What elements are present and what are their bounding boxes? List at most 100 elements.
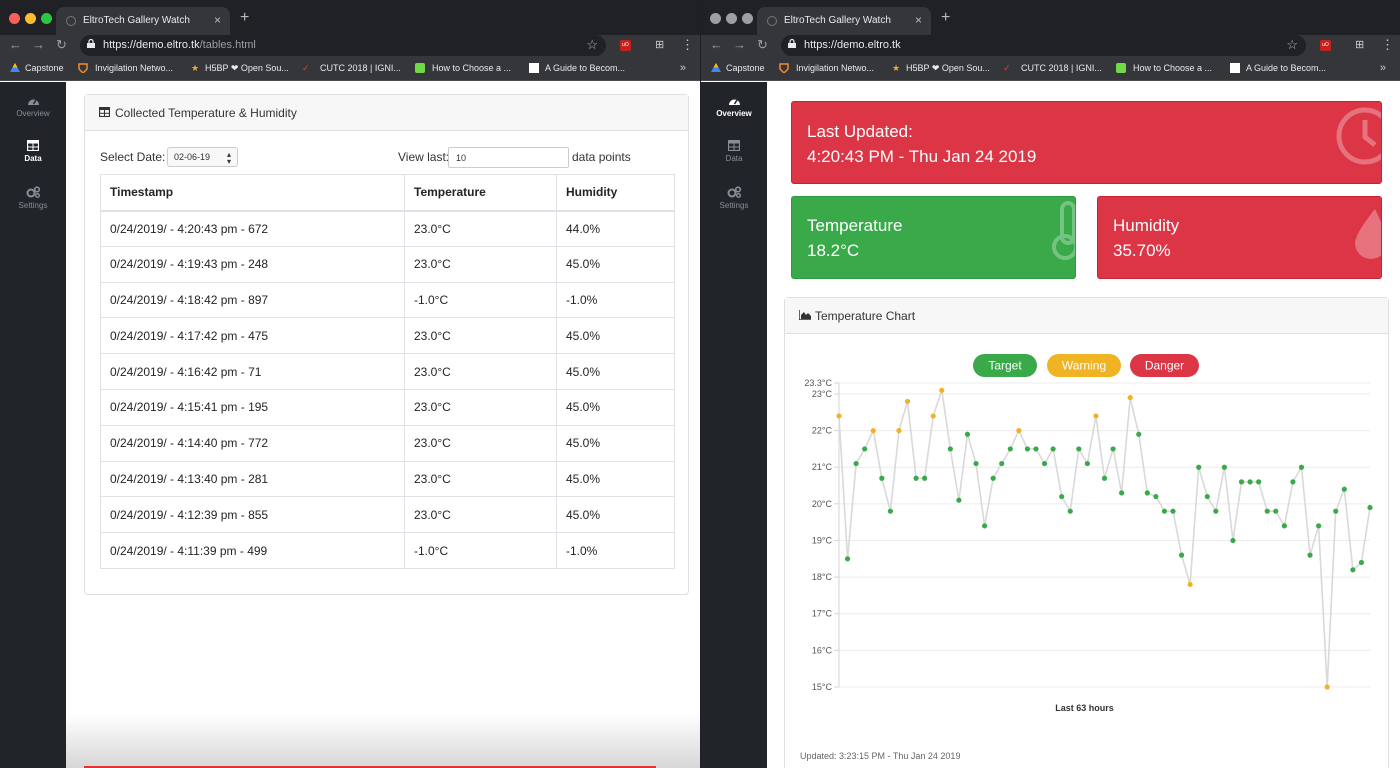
y-tick-label: 19°C <box>812 535 833 545</box>
data-point <box>844 556 851 562</box>
table-row: 0/24/2019/ - 4:19:43 pm - 248 23.0°C 45.0% <box>100 245 675 283</box>
table-icon <box>27 140 39 151</box>
bookmark-star-icon[interactable]: ☆ <box>586 37 598 52</box>
new-tab-icon[interactable]: + <box>240 9 250 26</box>
maximize-window-button[interactable] <box>742 13 753 24</box>
back-icon[interactable]: ← <box>710 37 723 52</box>
back-icon[interactable]: ← <box>9 37 22 52</box>
data-point <box>1153 493 1159 500</box>
menu-dots-icon[interactable]: ⋮ <box>1381 37 1394 52</box>
table-row: 0/24/2019/ - 4:11:39 pm - 499 -1.0°C -1.0% <box>100 532 675 569</box>
data-point <box>1127 395 1133 401</box>
more-bookmarks-icon[interactable]: » <box>1379 62 1386 74</box>
bookmark-cutc[interactable]: CUTC 2018 | IGNI... <box>1021 63 1102 73</box>
data-point <box>853 460 859 467</box>
bookmark-h5bp[interactable]: H5BP ❤ Open Sou... <box>205 63 289 73</box>
bookmark-capstone[interactable]: Capstone <box>726 63 765 73</box>
extension-icon[interactable]: ⊞ <box>655 39 665 51</box>
sidebar-item-settings[interactable]: Settings <box>701 186 767 210</box>
forward-icon[interactable]: → <box>32 37 45 52</box>
cogs-icon <box>26 186 40 198</box>
sidebar-item-settings[interactable]: Settings <box>0 186 66 210</box>
browser-tab[interactable]: EltroTech Gallery Watch × <box>757 7 931 35</box>
ublock-extension-icon[interactable]: uO <box>620 40 631 51</box>
date-select-value: 02-06-19 <box>174 152 211 162</box>
bookmark-invigilation[interactable]: Invigilation Netwo... <box>95 63 174 73</box>
upwork-icon <box>415 63 425 73</box>
timestamp-cell: 0/24/2019/ - 4:19:43 pm - 248 <box>100 245 405 283</box>
sidebar-label: Settings <box>719 201 749 210</box>
date-select[interactable]: 02-06-19 ▴ ▾ <box>167 147 238 167</box>
bookmark-invigilation[interactable]: Invigilation Netwo... <box>796 63 875 73</box>
sidebar-item-overview[interactable]: Overview <box>701 95 767 118</box>
timestamp-cell: 0/24/2019/ - 4:14:40 pm - 772 <box>100 424 405 462</box>
ublock-extension-icon[interactable]: uO <box>1320 40 1331 51</box>
y-tick-label: 20°C <box>812 499 833 509</box>
bookmark-guide[interactable]: A Guide to Becom... <box>545 63 626 73</box>
timestamp-cell: 0/24/2019/ - 4:17:42 pm - 475 <box>100 317 405 355</box>
main-content: Collected Temperature & Humidity Select … <box>66 82 700 768</box>
shield-icon <box>779 63 789 73</box>
minimize-window-button[interactable] <box>25 13 36 24</box>
data-point <box>1084 460 1090 467</box>
view-last-input[interactable]: 10 <box>448 147 569 168</box>
last-updated-card: Last Updated: 4:20:43 PM - Thu Jan 24 20… <box>791 101 1382 184</box>
y-tick-label: 21°C <box>812 462 833 472</box>
data-point <box>1136 431 1142 437</box>
timestamp-cell: 0/24/2019/ - 4:12:39 pm - 855 <box>100 496 405 534</box>
data-point <box>836 413 842 419</box>
chart-card-title: Temperature Chart <box>815 309 916 323</box>
bookmark-h5bp[interactable]: H5BP ❤ Open Sou... <box>906 63 990 73</box>
bookmark-guide[interactable]: A Guide to Becom... <box>1246 63 1327 73</box>
reload-icon[interactable]: ↻ <box>56 37 67 52</box>
clock-icon <box>1336 107 1381 165</box>
address-bar[interactable]: https://demo.eltro.tk ☆ <box>781 35 1306 56</box>
forward-icon[interactable]: → <box>733 37 746 52</box>
table-row: 0/24/2019/ - 4:15:41 pm - 195 23.0°C 45.0% <box>100 388 675 426</box>
browser-toolbar: ← → ↻ https://demo.eltro.tk ☆ uO ⊞ ⋮ <box>701 35 1400 57</box>
minimize-window-button[interactable] <box>726 13 737 24</box>
browser-tab[interactable]: EltroTech Gallery Watch × <box>56 7 230 35</box>
y-tick-label: 16°C <box>812 645 833 655</box>
data-point <box>1324 684 1330 690</box>
sidebar-item-data[interactable]: Data <box>0 140 66 163</box>
menu-dots-icon[interactable]: ⋮ <box>681 37 694 52</box>
sidebar-label: Data <box>24 154 42 163</box>
legend-target-button <box>973 354 1037 377</box>
data-point <box>1110 446 1116 452</box>
new-tab-icon[interactable]: + <box>941 9 951 26</box>
bookmark-how-to-choose[interactable]: How to Choose a ... <box>432 63 512 73</box>
close-tab-icon[interactable]: × <box>914 13 922 27</box>
address-bar[interactable]: https://demo.eltro.tk/tables.html ☆ <box>80 35 606 56</box>
bookmark-cutc[interactable]: CUTC 2018 | IGNI... <box>320 63 401 73</box>
column-header-humidity[interactable]: Humidity <box>556 174 675 212</box>
column-header-timestamp[interactable]: Timestamp <box>100 174 405 212</box>
thermometer-icon <box>1052 201 1075 260</box>
close-tab-icon[interactable]: × <box>213 13 221 27</box>
data-point <box>887 508 893 514</box>
close-window-button[interactable] <box>9 13 20 24</box>
card-header: Collected Temperature & Humidity <box>85 95 688 131</box>
humidity-cell: 44.0% <box>556 210 675 247</box>
stepper-arrows-icon: ▴ ▾ <box>226 150 231 166</box>
sidebar-item-data[interactable]: Data <box>701 140 767 163</box>
more-bookmarks-icon[interactable]: » <box>679 62 686 74</box>
bookmark-capstone[interactable]: Capstone <box>25 63 64 73</box>
close-window-button[interactable] <box>710 13 721 24</box>
data-point <box>1093 413 1099 419</box>
sidebar-item-overview[interactable]: Overview <box>0 95 66 118</box>
data-point <box>1307 552 1313 558</box>
temperature-card: Temperature 18.2°C <box>791 196 1076 279</box>
bookmark-star-icon[interactable]: ☆ <box>1286 37 1298 52</box>
maximize-window-button[interactable] <box>41 13 52 24</box>
data-point <box>913 475 919 481</box>
extension-icon[interactable]: ⊞ <box>1355 39 1365 51</box>
bookmark-how-to-choose[interactable]: How to Choose a ... <box>1133 63 1213 73</box>
tab-title: EltroTech Gallery Watch <box>83 15 190 26</box>
column-header-temperature[interactable]: Temperature <box>404 174 557 212</box>
timestamp-cell: 0/24/2019/ - 4:18:42 pm - 897 <box>100 281 405 319</box>
humidity-cell: 45.0% <box>556 424 675 462</box>
reload-icon[interactable]: ↻ <box>757 37 768 52</box>
data-point <box>1024 446 1031 452</box>
check-bookmark-icon: ✓ <box>302 63 310 73</box>
